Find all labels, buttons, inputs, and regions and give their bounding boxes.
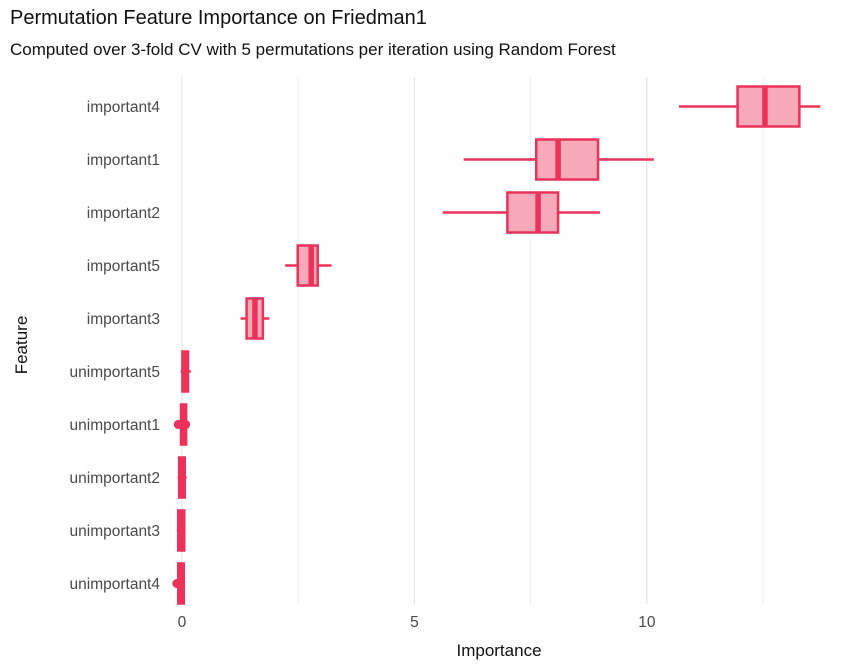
y-tick-label-important3: important3	[87, 311, 160, 328]
x-tick-label-10: 10	[638, 614, 656, 631]
outlier-unimportant1	[173, 420, 183, 429]
outlier-unimportant1	[181, 420, 191, 429]
median-important5	[308, 245, 314, 286]
box-important2	[506, 191, 560, 234]
x-tick-label-5: 5	[410, 614, 419, 631]
median-important4	[762, 86, 768, 127]
y-tick-label-unimportant5: unimportant5	[70, 364, 160, 381]
median-unimportant2	[178, 457, 185, 498]
box-important1	[534, 138, 600, 181]
y-tick-label-unimportant1: unimportant1	[70, 417, 160, 434]
median-important2	[535, 192, 541, 233]
x-axis-title: Importance	[456, 641, 542, 660]
y-tick-label-unimportant2: unimportant2	[70, 470, 160, 487]
median-unimportant3	[177, 510, 184, 551]
y-tick-label-unimportant3: unimportant3	[70, 523, 160, 540]
y-tick-label-important2: important2	[87, 205, 160, 222]
outlier-unimportant4	[172, 579, 182, 588]
y-axis-title: Feature	[12, 315, 31, 375]
median-important3	[252, 298, 258, 339]
x-tick-label-0: 0	[178, 614, 187, 631]
y-tick-label-important1: important1	[87, 152, 160, 169]
y-tick-label-unimportant4: unimportant4	[70, 576, 161, 593]
box-important4	[736, 85, 801, 128]
median-important1	[555, 139, 561, 180]
chart-title: Permutation Feature Importance on Friedm…	[10, 7, 427, 29]
chart-subtitle: Computed over 3-fold CV with 5 permutati…	[10, 40, 616, 59]
y-tick-label-important5: important5	[87, 258, 160, 275]
median-unimportant5	[182, 351, 188, 392]
box-important5	[296, 244, 319, 287]
y-tick-label-important4: important4	[87, 99, 161, 116]
